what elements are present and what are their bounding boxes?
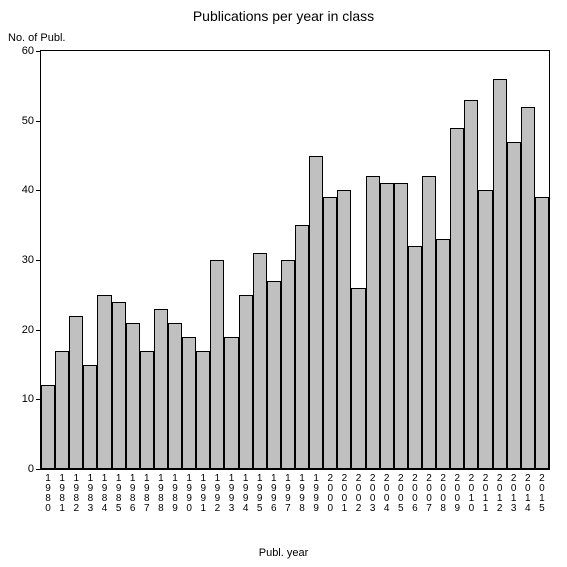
bar [337, 190, 351, 469]
bar [366, 176, 380, 469]
x-tick-label: 1983 [83, 474, 97, 514]
bar [112, 302, 126, 469]
bar [309, 156, 323, 470]
bar [478, 190, 492, 469]
bar [168, 323, 182, 469]
bar [97, 295, 111, 469]
x-tick-label: 1984 [97, 474, 111, 514]
y-tick-mark [36, 399, 40, 400]
x-tick-label: 1988 [154, 474, 168, 514]
chart-title: Publications per year in class [0, 8, 567, 24]
y-tick-mark [36, 330, 40, 331]
y-tick-label: 40 [0, 184, 34, 196]
x-tick-label: 1991 [196, 474, 210, 514]
bar [224, 337, 238, 469]
y-tick-mark [36, 469, 40, 470]
bar [408, 246, 422, 469]
x-tick-label: 1993 [224, 474, 238, 514]
x-tick-label: 2003 [366, 474, 380, 514]
x-tick-label: 1985 [112, 474, 126, 514]
bar [521, 107, 535, 469]
bar [436, 239, 450, 469]
y-tick-label: 30 [0, 254, 34, 266]
bar [41, 385, 55, 469]
bar [422, 176, 436, 469]
bar [394, 183, 408, 469]
bar [154, 309, 168, 469]
x-tick-label: 2013 [507, 474, 521, 514]
x-tick-label: 2007 [422, 474, 436, 514]
y-tick-label: 60 [0, 45, 34, 57]
bar [267, 281, 281, 469]
bar [182, 337, 196, 469]
bar [351, 288, 365, 469]
x-tick-label: 1982 [69, 474, 83, 514]
bar [69, 316, 83, 469]
x-tick-label: 1986 [126, 474, 140, 514]
y-tick-mark [36, 121, 40, 122]
x-tick-label: 2001 [337, 474, 351, 514]
x-tick-label: 1992 [210, 474, 224, 514]
x-tick-label: 1981 [55, 474, 69, 514]
x-tick-label: 2015 [535, 474, 549, 514]
bar [323, 197, 337, 469]
x-tick-label: 2005 [394, 474, 408, 514]
x-tick-label: 2010 [464, 474, 478, 514]
bar [295, 225, 309, 469]
bar [239, 295, 253, 469]
y-tick-mark [36, 260, 40, 261]
bar [380, 183, 394, 469]
x-tick-label: 1999 [309, 474, 323, 514]
y-tick-label: 0 [0, 463, 34, 475]
bar [493, 79, 507, 469]
x-tick-label: 1990 [182, 474, 196, 514]
y-tick-label: 10 [0, 393, 34, 405]
x-tick-label: 2004 [380, 474, 394, 514]
x-tick-label: 1995 [253, 474, 267, 514]
x-tick-label: 2014 [521, 474, 535, 514]
bar [83, 365, 97, 470]
x-tick-label: 1989 [168, 474, 182, 514]
x-tick-label: 2002 [351, 474, 365, 514]
chart-container: Publications per year in class No. of Pu… [0, 0, 567, 567]
bar [140, 351, 154, 469]
x-tick-label: 1994 [239, 474, 253, 514]
x-tick-label: 2006 [408, 474, 422, 514]
x-tick-label: 2000 [323, 474, 337, 514]
bar [535, 197, 549, 469]
bar [196, 351, 210, 469]
bar [55, 351, 69, 469]
bar [253, 253, 267, 469]
plot-area [40, 50, 550, 470]
x-tick-label: 1987 [140, 474, 154, 514]
y-tick-mark [36, 51, 40, 52]
x-tick-label: 1998 [295, 474, 309, 514]
y-axis-label: No. of Publ. [8, 32, 65, 44]
bar [281, 260, 295, 469]
x-tick-label: 2008 [436, 474, 450, 514]
x-tick-label: 1997 [281, 474, 295, 514]
y-tick-label: 20 [0, 324, 34, 336]
bar [450, 128, 464, 469]
x-tick-label: 1980 [41, 474, 55, 514]
bar [464, 100, 478, 469]
x-tick-label: 2011 [478, 474, 492, 514]
x-tick-label: 1996 [267, 474, 281, 514]
x-axis-label: Publ. year [0, 547, 567, 559]
x-tick-label: 2012 [493, 474, 507, 514]
bar [507, 142, 521, 469]
bar [126, 323, 140, 469]
y-tick-mark [36, 190, 40, 191]
x-tick-label: 2009 [450, 474, 464, 514]
y-tick-label: 50 [0, 115, 34, 127]
bar [210, 260, 224, 469]
